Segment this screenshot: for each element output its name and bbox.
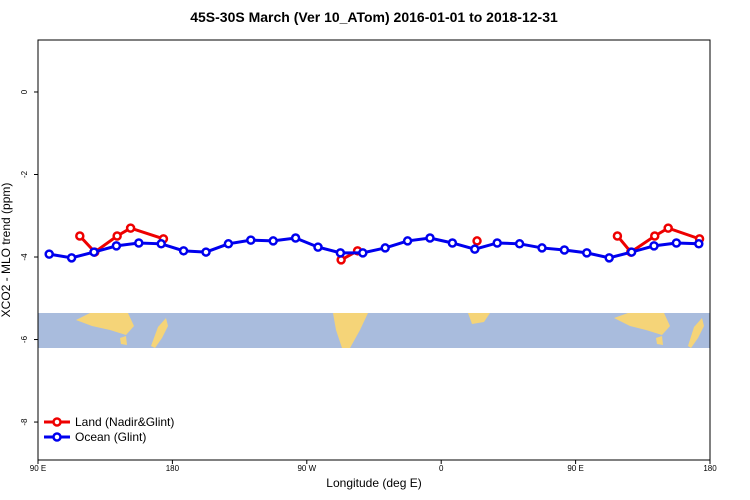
data-point bbox=[89, 247, 99, 257]
legend-label: Ocean (Glint) bbox=[75, 430, 146, 444]
y-tick-label: -2 bbox=[20, 170, 29, 178]
data-point bbox=[604, 253, 614, 263]
x-tick-label: 90 W bbox=[297, 464, 316, 473]
data-point bbox=[156, 239, 166, 249]
legend-marker bbox=[52, 417, 62, 427]
legend-label: Land (Nadir&Glint) bbox=[75, 415, 174, 429]
series-line bbox=[48, 236, 699, 260]
chart-title: 45S-30S March (Ver 10_ATom) 2016-01-01 t… bbox=[190, 9, 558, 25]
x-tick-label: 180 bbox=[166, 464, 180, 473]
y-tick-label: -6 bbox=[20, 335, 29, 343]
data-point bbox=[612, 231, 623, 241]
data-point bbox=[44, 249, 54, 259]
y-tick-label: 0 bbox=[20, 89, 29, 94]
plot-frame bbox=[37, 39, 711, 461]
data-point bbox=[223, 239, 234, 249]
data-point bbox=[201, 247, 211, 257]
x-tick-label: 180 bbox=[703, 464, 717, 473]
data-point bbox=[111, 241, 122, 251]
data-point bbox=[66, 253, 77, 263]
data-point bbox=[559, 245, 570, 255]
data-point bbox=[246, 235, 256, 245]
data-point bbox=[125, 223, 136, 233]
data-point bbox=[582, 248, 592, 258]
data-point bbox=[380, 243, 390, 253]
data-point bbox=[626, 247, 637, 257]
data-point bbox=[671, 238, 682, 248]
data-point bbox=[663, 223, 673, 233]
data-point bbox=[537, 243, 547, 253]
data-point bbox=[402, 236, 413, 246]
data-point bbox=[447, 238, 458, 248]
map-band bbox=[38, 313, 710, 348]
data-point bbox=[75, 231, 85, 241]
legend-marker bbox=[52, 432, 62, 442]
x-tick-label: 90 E bbox=[567, 464, 583, 473]
y-axis-label: XCO2 - MLO trend (ppm) bbox=[0, 183, 13, 318]
x-axis-label: Longitude (deg E) bbox=[326, 476, 421, 490]
data-point bbox=[470, 244, 480, 254]
data-point bbox=[492, 238, 502, 248]
data-point bbox=[649, 241, 659, 251]
data-point bbox=[514, 239, 525, 249]
data-point bbox=[268, 236, 278, 246]
y-tick-label: -8 bbox=[20, 418, 29, 426]
data-point bbox=[335, 248, 346, 258]
data-point bbox=[472, 236, 482, 246]
data-point bbox=[134, 238, 144, 248]
data-point bbox=[313, 242, 323, 252]
data-point bbox=[112, 231, 122, 241]
x-tick-label: 0 bbox=[439, 464, 444, 473]
data-point bbox=[358, 248, 368, 258]
y-tick-label: -4 bbox=[20, 253, 29, 261]
data-point bbox=[425, 233, 435, 243]
data-point bbox=[694, 239, 704, 249]
data-point bbox=[178, 246, 189, 256]
x-tick-label: 90 E bbox=[30, 464, 46, 473]
data-point bbox=[649, 231, 660, 241]
data-point bbox=[290, 233, 301, 243]
